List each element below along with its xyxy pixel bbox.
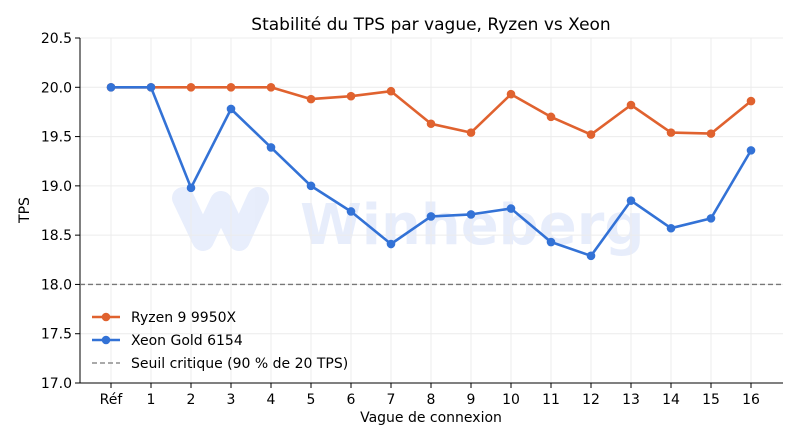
- series-layer: [106, 82, 756, 261]
- legend-swatch-marker: [101, 312, 111, 322]
- data-point: [106, 82, 116, 92]
- x-tick-label: 12: [582, 392, 600, 408]
- x-axis-label: Vague de connexion: [360, 410, 502, 426]
- y-tick-label: 20.5: [41, 31, 72, 47]
- x-tick-label: 6: [347, 392, 356, 408]
- data-point: [706, 129, 716, 138]
- y-tick-label: 18.5: [41, 228, 72, 244]
- x-tick-label: 10: [502, 392, 520, 408]
- x-tick-label: 4: [267, 392, 276, 408]
- y-tick-label: 17.5: [41, 327, 72, 343]
- legend-label: Xeon Gold 6154: [131, 333, 243, 349]
- x-tick-label: 7: [387, 392, 396, 408]
- x-tick-label: 14: [662, 392, 680, 408]
- x-tick-label: 2: [187, 392, 196, 408]
- y-tick-label: 19.5: [41, 130, 72, 146]
- data-point: [346, 91, 356, 101]
- data-point: [226, 104, 236, 114]
- data-point: [666, 128, 676, 137]
- data-point: [306, 181, 316, 191]
- data-point: [666, 223, 676, 233]
- data-point: [586, 251, 596, 261]
- data-point: [466, 128, 476, 137]
- x-tick-label: 9: [467, 392, 476, 408]
- y-tick-label: 20.0: [41, 80, 72, 96]
- y-tick-label: 17.0: [41, 376, 72, 392]
- data-point: [586, 130, 596, 139]
- watermark-logo: Winheberg: [172, 187, 644, 258]
- data-point: [466, 210, 476, 219]
- data-point: [626, 196, 636, 205]
- data-point: [746, 96, 756, 106]
- data-point: [186, 82, 196, 92]
- data-point: [386, 86, 396, 96]
- data-point: [266, 82, 276, 92]
- y-tick-label: 19.0: [41, 179, 72, 195]
- data-point: [146, 82, 156, 92]
- data-point: [546, 237, 556, 247]
- y-tick-label: 18.0: [41, 277, 72, 293]
- data-point: [186, 183, 196, 193]
- data-point: [506, 204, 516, 213]
- data-point: [426, 212, 436, 221]
- data-point: [626, 100, 636, 110]
- data-point: [746, 146, 756, 155]
- x-tick-label: 15: [702, 392, 720, 408]
- data-point: [506, 89, 516, 99]
- x-tick-label: 8: [427, 392, 436, 408]
- data-point: [266, 143, 276, 152]
- legend-label: Ryzen 9 9950X: [131, 310, 237, 326]
- data-point: [386, 239, 396, 249]
- x-tick-label: 3: [227, 392, 236, 408]
- data-point: [706, 214, 716, 223]
- data-point: [426, 119, 436, 129]
- legend: Ryzen 9 9950X Xeon Gold 6154 Seuil critiqu…: [92, 310, 348, 372]
- legend-swatch-marker: [101, 335, 111, 345]
- x-tick-label: 1: [147, 392, 156, 408]
- x-tick-label: Réf: [100, 392, 124, 408]
- chart-title: Stabilité du TPS par vague, Ryzen vs Xeo…: [251, 15, 610, 35]
- x-tick-label: 16: [742, 392, 760, 408]
- data-point: [546, 112, 556, 122]
- data-point: [226, 82, 236, 92]
- x-tick-label: 11: [542, 392, 560, 408]
- watermark-text: Winheberg: [300, 193, 644, 258]
- legend-label: Seuil critique (90 % de 20 TPS): [131, 356, 348, 372]
- x-tick-label: 13: [622, 392, 640, 408]
- x-tick-label: 5: [307, 392, 316, 408]
- data-point: [346, 207, 356, 216]
- y-axis-label: TPS: [17, 197, 33, 224]
- data-point: [306, 94, 316, 104]
